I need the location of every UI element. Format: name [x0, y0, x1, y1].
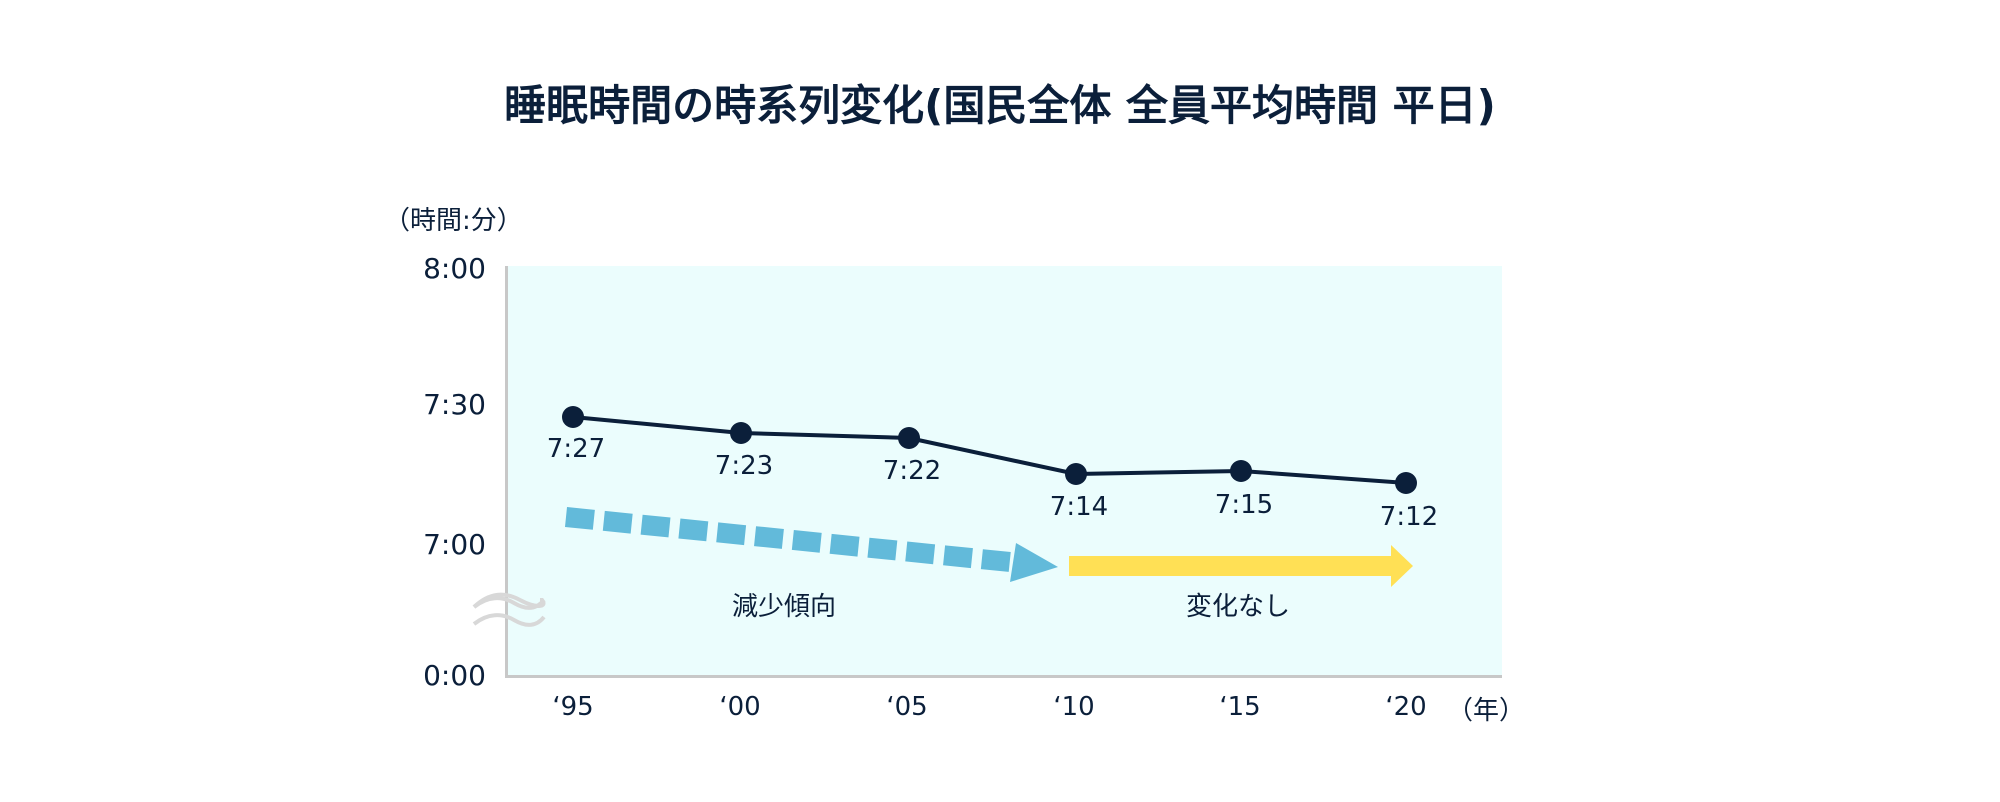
x-tick-2010: ‘10: [1053, 692, 1095, 722]
x-tick-2005: ‘05: [886, 692, 928, 722]
axis-break-icon: [472, 592, 546, 627]
y-tick-8-00: 8:00: [423, 252, 486, 285]
data-label-2015: 7:15: [1214, 490, 1274, 520]
x-tick-2015: ‘15: [1219, 692, 1261, 722]
no-change-trend-arrow: [1069, 545, 1413, 587]
y-tick-7-30: 7:30: [423, 388, 486, 421]
x-tick-1995: ‘95: [552, 692, 594, 722]
x-axis-line: [505, 675, 1502, 678]
y-axis-unit-label: （時間:分）: [384, 206, 523, 236]
no-change-trend-label: 変化なし: [1186, 592, 1291, 622]
y-tick-0-00: 0:00: [423, 659, 486, 692]
data-label-1995: 7:27: [546, 434, 606, 464]
x-tick-2000: ‘00: [719, 692, 761, 722]
x-axis-unit-label: （年）: [1447, 696, 1526, 726]
chart-title: 睡眠時間の時系列変化(国民全体 全員平均時間 平日): [504, 81, 1496, 130]
data-label-2005: 7:22: [882, 456, 942, 486]
sleep-time-line: [572, 415, 1407, 485]
y-axis-line: [505, 266, 508, 678]
data-label-2010: 7:14: [1049, 492, 1109, 522]
decrease-trend-arrow: [564, 507, 1058, 582]
decrease-trend-label: 減少傾向: [732, 592, 837, 622]
data-label-2000: 7:23: [714, 451, 774, 481]
y-tick-7-00: 7:00: [423, 528, 486, 561]
x-tick-2020: ‘20: [1385, 692, 1427, 722]
data-points: [562, 406, 1417, 494]
plot-area: [507, 266, 1502, 676]
data-label-2020: 7:12: [1379, 502, 1439, 532]
